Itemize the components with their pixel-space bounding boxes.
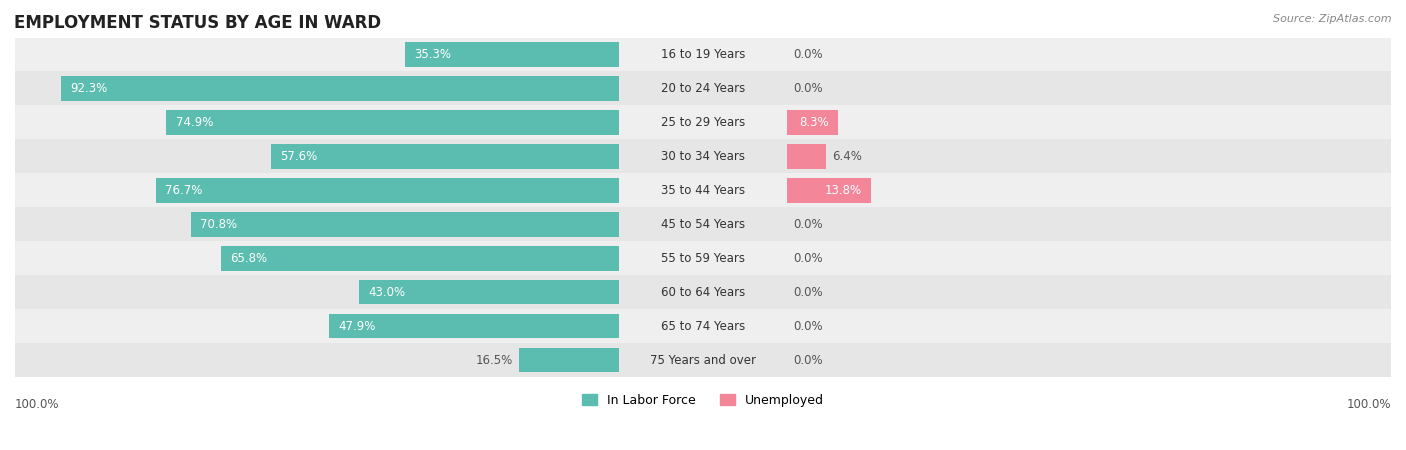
Text: 76.7%: 76.7%: [165, 184, 202, 197]
Bar: [15, 105, 1391, 140]
Text: 57.6%: 57.6%: [280, 150, 318, 163]
Text: 70.8%: 70.8%: [200, 218, 238, 231]
Bar: [787, 178, 870, 202]
Text: 74.9%: 74.9%: [176, 116, 212, 129]
Text: 8.3%: 8.3%: [799, 116, 828, 129]
Text: 20 to 24 Years: 20 to 24 Years: [661, 82, 745, 95]
Bar: [15, 343, 1391, 377]
Text: 0.0%: 0.0%: [793, 82, 823, 95]
Text: 92.3%: 92.3%: [70, 82, 108, 95]
Text: 0.0%: 0.0%: [793, 320, 823, 333]
Legend: In Labor Force, Unemployed: In Labor Force, Unemployed: [576, 389, 830, 412]
Bar: [15, 275, 1391, 309]
Text: 55 to 59 Years: 55 to 59 Years: [661, 252, 745, 265]
Text: 0.0%: 0.0%: [793, 354, 823, 367]
Text: EMPLOYMENT STATUS BY AGE IN WARD: EMPLOYMENT STATUS BY AGE IN WARD: [14, 14, 381, 32]
Text: 65.8%: 65.8%: [231, 252, 267, 265]
Text: 16 to 19 Years: 16 to 19 Years: [661, 48, 745, 61]
Text: 0.0%: 0.0%: [793, 286, 823, 299]
Bar: [156, 178, 619, 202]
Bar: [15, 37, 1391, 72]
Text: Source: ZipAtlas.com: Source: ZipAtlas.com: [1274, 14, 1392, 23]
Bar: [15, 241, 1391, 275]
Bar: [62, 76, 619, 101]
Bar: [15, 309, 1391, 343]
Text: 6.4%: 6.4%: [832, 150, 862, 163]
Text: 0.0%: 0.0%: [793, 218, 823, 231]
Text: 30 to 34 Years: 30 to 34 Years: [661, 150, 745, 163]
Bar: [271, 144, 619, 169]
Bar: [359, 280, 619, 305]
Bar: [15, 140, 1391, 173]
Bar: [787, 110, 838, 135]
Text: 100.0%: 100.0%: [1347, 397, 1391, 410]
Bar: [166, 110, 619, 135]
Text: 100.0%: 100.0%: [15, 397, 59, 410]
Bar: [191, 212, 619, 237]
Bar: [15, 173, 1391, 207]
Text: 16.5%: 16.5%: [475, 354, 513, 367]
Text: 25 to 29 Years: 25 to 29 Years: [661, 116, 745, 129]
Text: 0.0%: 0.0%: [793, 252, 823, 265]
Text: 35.3%: 35.3%: [415, 48, 451, 61]
Bar: [15, 72, 1391, 105]
Bar: [787, 144, 827, 169]
Text: 45 to 54 Years: 45 to 54 Years: [661, 218, 745, 231]
Text: 13.8%: 13.8%: [824, 184, 862, 197]
Text: 75 Years and over: 75 Years and over: [650, 354, 756, 367]
Text: 35 to 44 Years: 35 to 44 Years: [661, 184, 745, 197]
Text: 65 to 74 Years: 65 to 74 Years: [661, 320, 745, 333]
Bar: [519, 348, 619, 373]
Text: 0.0%: 0.0%: [793, 48, 823, 61]
Text: 60 to 64 Years: 60 to 64 Years: [661, 286, 745, 299]
Text: 47.9%: 47.9%: [339, 320, 375, 333]
Bar: [405, 42, 619, 67]
Bar: [329, 314, 619, 338]
Bar: [15, 207, 1391, 241]
Bar: [221, 246, 619, 270]
Text: 43.0%: 43.0%: [368, 286, 405, 299]
